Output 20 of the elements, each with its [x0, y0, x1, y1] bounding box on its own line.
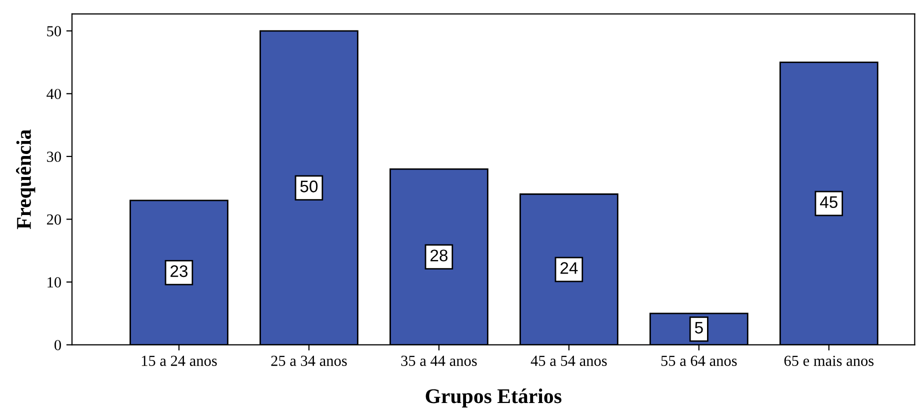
data-label: 50: [300, 180, 318, 192]
data-label: 24: [560, 262, 578, 274]
x-tick-label: 15 a 24 anos: [142, 356, 217, 366]
x-tick-label: 65 e mais anos: [784, 356, 874, 366]
data-label: 28: [430, 250, 448, 262]
data-label: 23: [170, 265, 188, 278]
data-label: 5: [694, 322, 703, 334]
y-axis-title: Frequência: [16, 130, 36, 230]
data-label: 45: [820, 196, 838, 208]
x-tick-label: 35 a 44 anos: [401, 356, 477, 366]
x-tick-label: 55 a 64 anos: [661, 356, 737, 366]
y-tick-label: 0: [54, 340, 61, 350]
x-axis-title: Grupos Etários: [426, 388, 562, 408]
y-tick-label: 40: [46, 88, 61, 100]
x-tick-label: 25 a 34 anos: [271, 356, 347, 366]
y-tick-label: 30: [47, 152, 61, 162]
x-tick-label: 45 a 54 anos: [530, 356, 607, 366]
y-tick-label: 20: [46, 214, 61, 225]
y-tick-label: 50: [47, 26, 61, 36]
y-tick-label: 10: [48, 277, 61, 288]
